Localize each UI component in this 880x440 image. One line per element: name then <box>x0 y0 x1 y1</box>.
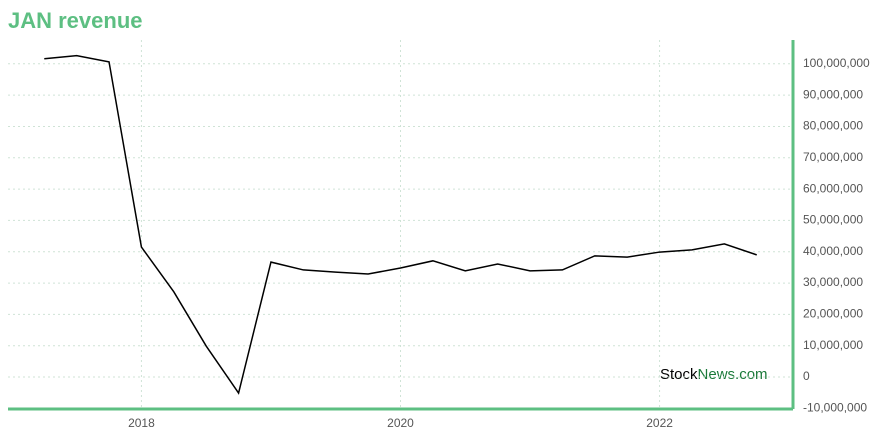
x-tick-label: 2020 <box>387 416 414 430</box>
y-tick-label: 60,000,000 <box>803 181 863 195</box>
y-tick-label: 0 <box>803 369 810 383</box>
line-series <box>44 54 757 395</box>
y-tick-label: 50,000,000 <box>803 213 863 227</box>
y-tick-label: 20,000,000 <box>803 307 863 321</box>
chart-title: JAN revenue <box>8 8 143 33</box>
y-tick-label: 70,000,000 <box>803 150 863 164</box>
y-tick-label: 100,000,000 <box>803 56 870 70</box>
watermark: StockNews.com <box>660 366 768 383</box>
x-tick-label: 2022 <box>646 416 673 430</box>
y-tick-label: -10,000,000 <box>803 401 867 415</box>
x-tick-label: 2018 <box>128 416 155 430</box>
y-tick-label: 30,000,000 <box>803 275 863 289</box>
y-tick-label: 40,000,000 <box>803 244 863 258</box>
watermark-news: News.com <box>698 366 768 383</box>
y-tick-label: 10,000,000 <box>803 338 863 352</box>
watermark-stock: Stock <box>660 366 698 383</box>
y-tick-label: 80,000,000 <box>803 119 863 133</box>
y-tick-label: 90,000,000 <box>803 87 863 101</box>
